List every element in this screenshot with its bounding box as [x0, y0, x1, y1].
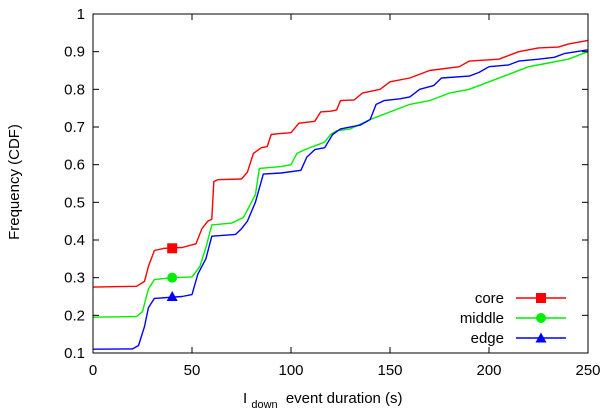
y-tick-label: 0.9 — [64, 44, 85, 61]
x-tick-label: 250 — [575, 362, 600, 379]
x-tick-label: 200 — [476, 362, 501, 379]
x-tick-label: 50 — [184, 362, 201, 379]
x-axis-label-main: I — [243, 390, 247, 407]
legend-marker-middle — [536, 313, 546, 323]
plot-lines — [92, 39, 589, 350]
y-tick-label: 0.5 — [64, 194, 85, 211]
x-tick-label: 150 — [377, 362, 402, 379]
plot-frame — [92, 13, 589, 354]
legend-marker-core — [536, 293, 546, 303]
series-line-core — [92, 39, 589, 288]
y-tick-label: 0.6 — [64, 157, 85, 174]
y-tick-label: 0.8 — [64, 81, 85, 98]
legend-label-core: core — [475, 290, 504, 307]
series-marker-middle — [167, 272, 178, 283]
series-marker-core — [167, 243, 178, 254]
series-marker-edge — [166, 291, 178, 301]
y-axis-ticks: 0.1 0.2 0.3 0.4 0.5 0.6 0.7 0.8 0.9 1 — [64, 6, 588, 362]
series-markers — [166, 243, 178, 301]
legend-label-edge: edge — [471, 330, 504, 347]
y-tick-label: 0.4 — [64, 232, 85, 249]
x-axis-ticks: 0 50 100 150 200 250 — [89, 14, 601, 379]
x-axis-label-subscript: down — [251, 399, 277, 411]
x-tick-label: 0 — [89, 362, 97, 379]
x-axis-label-rest: event duration (s) — [286, 390, 403, 407]
y-tick-label: 0.2 — [64, 307, 85, 324]
y-tick-label: 0.7 — [64, 119, 85, 136]
legend-marker-edge — [535, 332, 547, 343]
legend-label-middle: middle — [460, 310, 504, 327]
series-line-edge — [92, 49, 589, 350]
y-tick-label: 0.1 — [64, 345, 85, 362]
x-tick-label: 100 — [278, 362, 303, 379]
y-axis-label: Frequency (CDF) — [6, 124, 23, 240]
x-axis-label: I down event duration (s) — [243, 390, 403, 412]
y-tick-label: 0.3 — [64, 270, 85, 287]
y-tick-label: 1 — [77, 6, 85, 23]
legend: core middle edge — [460, 290, 566, 347]
series-line-middle — [92, 51, 589, 318]
